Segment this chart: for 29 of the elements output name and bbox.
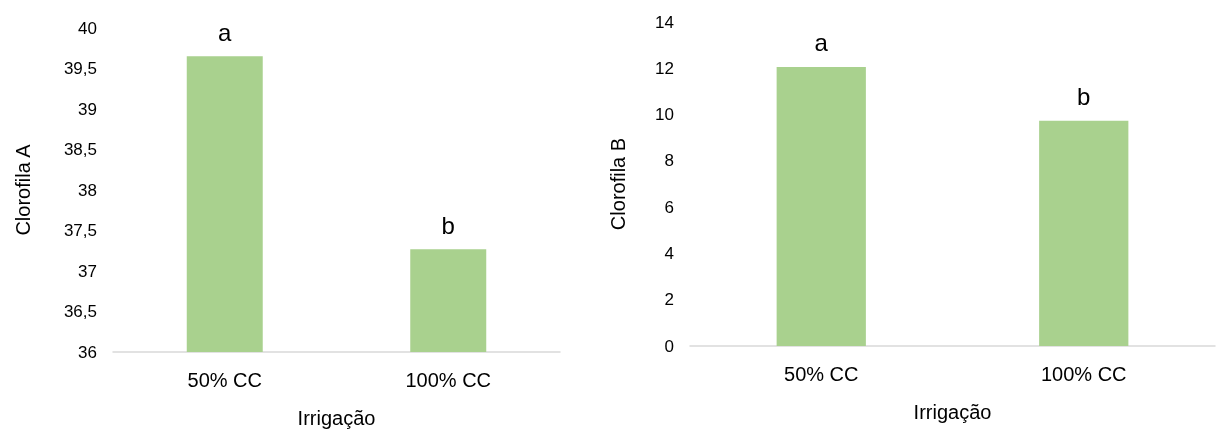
y-tick-label: 2 [664, 290, 674, 310]
y-tick-label: 38 [78, 180, 97, 200]
y-tick-label: 10 [655, 105, 674, 125]
y-tick-label: 0 [664, 336, 674, 356]
y-tick-label: 14 [655, 12, 674, 32]
annotation: b [1077, 83, 1091, 111]
y-tick-label: 36 [78, 342, 97, 362]
y-axis-title: Clorofila B [607, 137, 629, 231]
y-tick-label: 8 [664, 151, 674, 171]
x-axis-title: Irrigação [913, 401, 992, 423]
y-tick-label: 39,5 [63, 59, 97, 78]
y-tick-label: 38,5 [63, 140, 97, 159]
y-axis-title: Clorofila A [12, 143, 34, 236]
x-tick-label: 100% CC [405, 369, 492, 391]
y-tick-label: 37,5 [63, 221, 97, 240]
y-tick-label: 4 [664, 243, 674, 263]
y-tick-label: 12 [655, 58, 674, 78]
y-tick-label: 36,5 [63, 302, 97, 321]
y-tick-label: 6 [664, 197, 674, 217]
x-axis-title: Irrigação [297, 407, 376, 429]
y-tick-label: 37 [78, 261, 97, 281]
y-tick-label: 39 [78, 99, 97, 119]
y-tick-label: 40 [78, 18, 97, 38]
x-tick-label: 50% CC [784, 363, 859, 385]
annotation: a [814, 29, 829, 57]
x-tick-label: 100% CC [1040, 363, 1127, 385]
annotation: b [441, 211, 455, 239]
annotation: a [218, 18, 233, 46]
x-tick-label: 50% CC [187, 369, 262, 391]
